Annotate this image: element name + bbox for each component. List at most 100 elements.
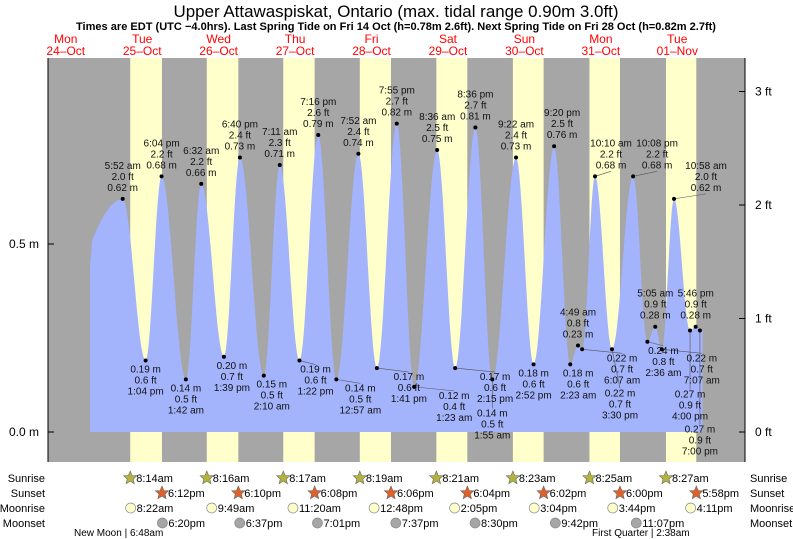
low-tide-label: 0.19 m0.6 ft1:04 pm <box>128 365 164 398</box>
moon-phase-label: First Quarter | 2:38am <box>592 528 690 539</box>
low-tide-point <box>568 362 573 367</box>
high-tide-point <box>672 196 677 201</box>
high-tide-point <box>593 174 598 179</box>
sunset-star-icon <box>154 485 170 500</box>
sunset-row-label-left: Sunset <box>11 488 45 500</box>
tide-height-ft-label: 0.8 ft <box>652 357 674 368</box>
sunrise-star-icon <box>199 470 215 485</box>
moonrise-time: 3:04pm <box>540 503 577 515</box>
moonrise-moon-icon <box>449 502 460 514</box>
low-tide-point <box>183 377 188 382</box>
tide-height-ft-label: 2.0 ft <box>112 172 134 183</box>
moonrise-time: 8:22am <box>137 503 174 515</box>
tide-height-ft-label: 2.3 ft <box>269 138 291 149</box>
tide-height-m-label: 0.14 m <box>477 408 508 419</box>
moonrise-row-label-right: Moonrise <box>750 503 793 515</box>
moonrise-time: 12:48pm <box>380 503 423 515</box>
moonset-row-label-right: Moonset <box>750 518 792 530</box>
tide-time-label: 2:52 pm <box>516 390 552 401</box>
tide-height-m-label: 0.62 m <box>691 183 722 194</box>
sunrise-time: 8:16am <box>213 473 250 485</box>
moonset-moon-icon <box>469 517 481 529</box>
tide-height-ft-label: 2.2 ft <box>646 149 668 160</box>
low-tide-label: 0.27 m0.9 ft4:00 pm <box>672 390 708 423</box>
tide-time-label: 1:23 am <box>436 413 472 424</box>
low-tide-label: 0.19 m0.6 ft1:22 pm <box>297 365 333 398</box>
tide-height-ft-label: 0.7 ft <box>609 399 631 410</box>
sunrise-time: 8:21am <box>442 473 479 485</box>
high-tide-label: 8:36 am2.5 ft0.75 m <box>419 112 455 145</box>
tide-height-m-label: 0.19 m <box>130 365 161 376</box>
high-tide-label: 10:58 am2.0 ft0.62 m <box>685 161 727 194</box>
tide-time-label: 6:07 am <box>604 375 640 386</box>
low-tide-label: 0.22 m0.7 ft7:07 am <box>684 353 720 386</box>
tide-time-label: 6:32 am <box>183 146 219 157</box>
right-axis-tick-label: 0 ft <box>755 425 772 439</box>
sunset-time: 6:04pm <box>473 488 510 500</box>
high-tide-label: 7:16 pm2.6 ft0.79 m <box>300 97 336 130</box>
low-tide-label: 0.15 m0.5 ft2:10 am <box>254 380 290 413</box>
tide-label-leader-line <box>661 348 702 354</box>
tide-height-ft-label: 2.7 ft <box>464 100 486 111</box>
tide-height-ft-label: 2.4 ft <box>347 127 369 138</box>
date-label: 24–Oct <box>46 44 85 58</box>
low-tide-point <box>453 366 458 371</box>
tide-label-leader-line <box>414 386 455 392</box>
moonset-time: 9:42pm <box>561 518 598 530</box>
sunset-time: 6:12pm <box>168 488 205 500</box>
low-tide-label: 0.18 m0.6 ft2:23 am <box>560 368 596 401</box>
high-tide-label: 6:32 am2.2 ft0.66 m <box>183 146 219 179</box>
low-tide-label: 0.22 m0.7 ft3:30 pm <box>602 388 638 421</box>
right-axis-tick-label: 1 ft <box>755 312 772 326</box>
moonrise-row-label-left: Moonrise <box>0 503 45 515</box>
tide-time-label: 1:22 pm <box>297 387 333 398</box>
sunset-star-icon <box>383 485 399 500</box>
low-tide-point <box>261 373 266 378</box>
date-label: 26–Oct <box>199 44 238 58</box>
high-tide-point <box>693 324 698 329</box>
moonset-time: 11:07pm <box>642 518 684 530</box>
moonset-time: 7:01pm <box>323 518 360 530</box>
sunrise-time: 8:27am <box>672 473 709 485</box>
moonrise-moon-icon <box>287 502 299 514</box>
high-tide-label: 7:55 pm2.7 ft0.82 m <box>379 86 415 119</box>
day-of-week-label: Mon <box>589 32 612 46</box>
tide-time-label: 9:20 pm <box>544 108 580 119</box>
high-tide-label: 5:46 pm0.9 ft0.28 m <box>678 289 714 322</box>
sunset-star-icon <box>307 485 323 500</box>
sunrise-star-icon <box>352 470 368 485</box>
moonrise-time: 2:05pm <box>461 503 498 515</box>
date-label: 29–Oct <box>429 44 468 58</box>
sunrise-time: 8:23am <box>519 473 556 485</box>
tide-time-label: 7:07 am <box>684 375 720 386</box>
moonset-moon-icon <box>630 517 642 529</box>
moon-phase-label: New Moon | 6:48am <box>74 528 163 539</box>
tide-height-m-label: 0.82 m <box>382 108 413 119</box>
moonset-time: 6:37pm <box>246 518 283 530</box>
low-tide-label: 0.24 m0.8 ft2:36 am <box>645 346 681 379</box>
tide-time-label: 4:00 pm <box>672 412 708 423</box>
high-tide-point <box>356 151 361 156</box>
tide-label-leader-line <box>633 171 658 177</box>
chart-title: Upper Attawaspiskat, Ontario (max. tidal… <box>174 2 619 21</box>
tide-time-label: 12:57 am <box>339 405 381 416</box>
high-tide-label: 5:05 am0.9 ft0.28 m <box>637 289 673 322</box>
tide-height-ft-label: 0.6 ft <box>484 383 506 394</box>
tide-time-label: 2:10 am <box>254 402 290 413</box>
tide-time-label: 7:55 pm <box>379 86 415 97</box>
high-tide-point <box>316 132 321 137</box>
tide-height-m-label: 0.74 m <box>343 138 374 149</box>
tide-time-label: 8:36 am <box>419 112 455 123</box>
high-tide-point <box>552 144 557 149</box>
day-of-week-label: Thu <box>285 32 306 46</box>
sunrise-star-icon <box>658 470 674 485</box>
tide-height-m-label: 0.17 m <box>394 372 425 383</box>
tide-height-m-label: 0.22 m <box>687 353 718 364</box>
moonrise-moon-icon <box>607 502 619 514</box>
tide-height-m-label: 0.28 m <box>640 311 671 322</box>
tide-height-m-label: 0.68 m <box>596 160 627 171</box>
moonrise-time: 3:44pm <box>619 503 656 515</box>
tide-time-label: 2:23 am <box>560 390 596 401</box>
tide-label-leader-line <box>673 193 707 200</box>
moonset-time: 6:20pm <box>168 518 205 530</box>
